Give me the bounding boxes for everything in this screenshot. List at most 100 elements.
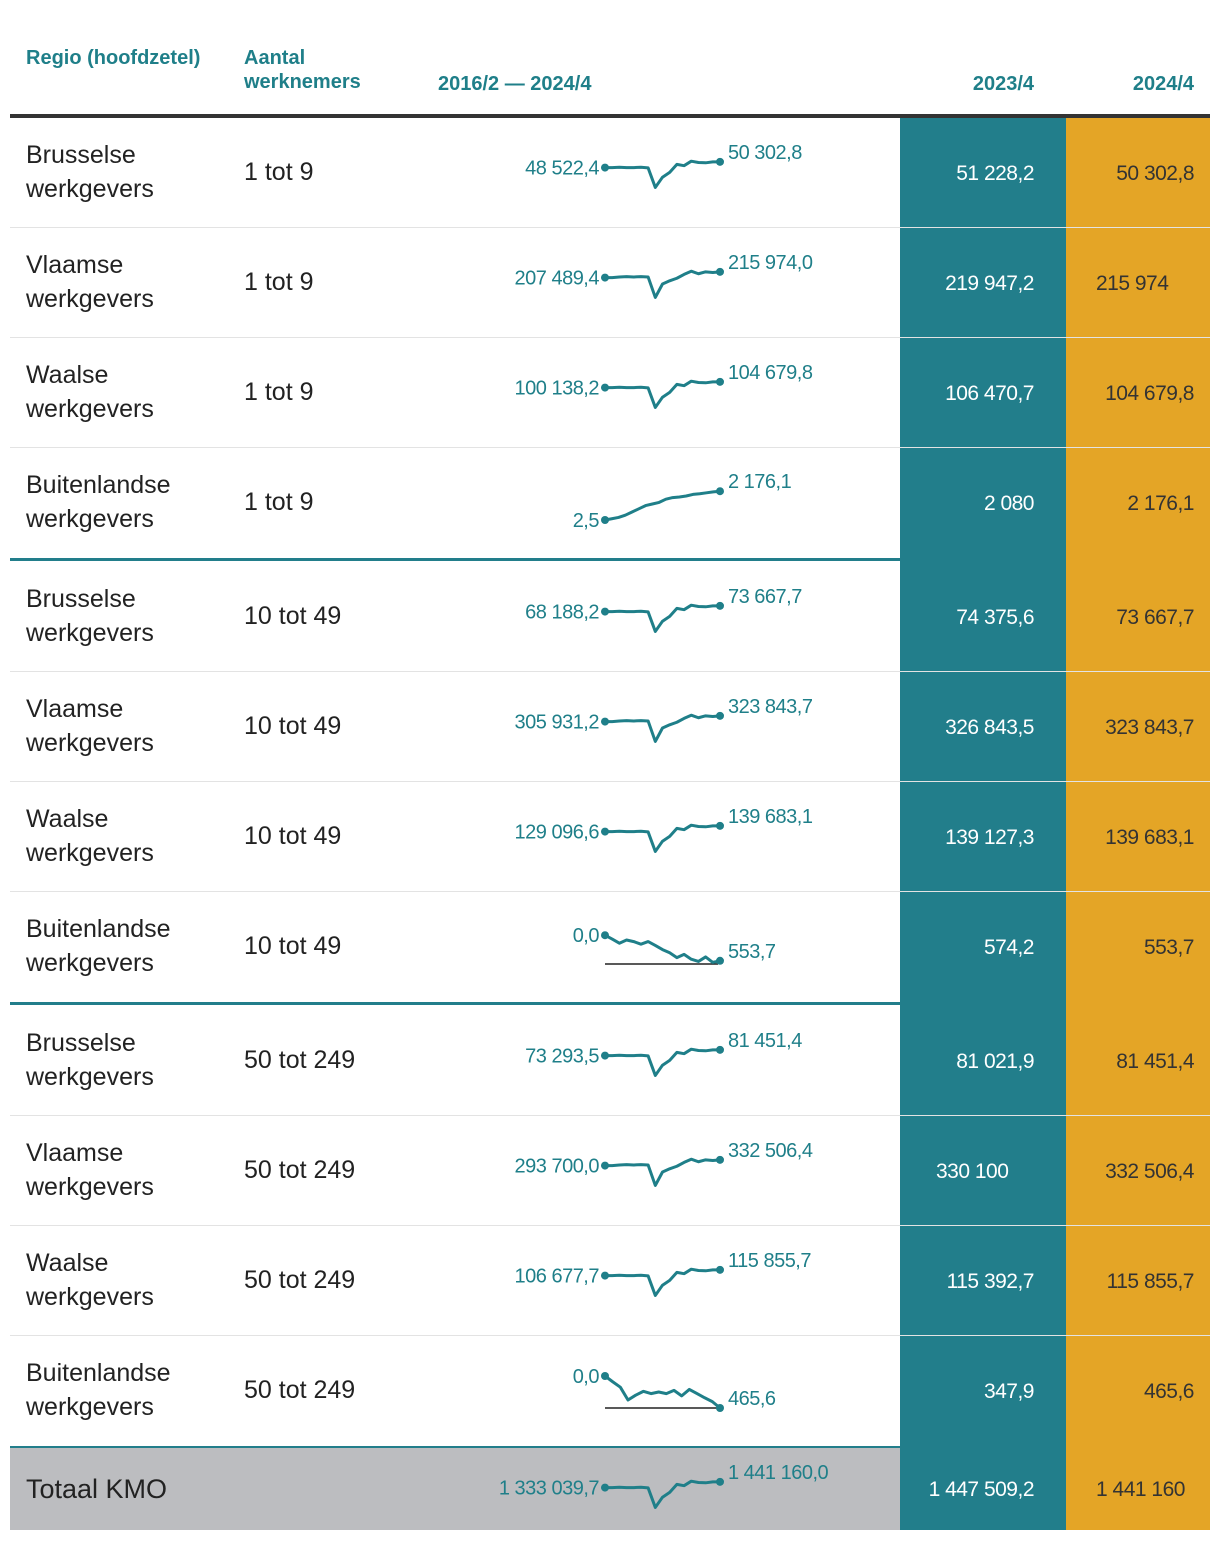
size-cell: 10 tot 49 — [244, 822, 342, 850]
table-row: Vlaamse werkgevers 50 tot 249 293 700,0 332… — [10, 1116, 1210, 1226]
sparkline-end-label: 81 451,4 — [728, 1030, 802, 1052]
sparkline — [604, 489, 721, 522]
sparkline-end-dot — [716, 487, 724, 496]
value-2023: 51 228,2 — [956, 162, 1034, 185]
sparkline-end-dot — [716, 377, 724, 386]
group-divider — [10, 1002, 900, 1005]
row-divider — [10, 671, 1210, 672]
total-row-background — [10, 1448, 900, 1530]
value-2024: 73 667,7 — [1116, 606, 1194, 629]
sparkline-chart: 1 333 039,7 1 441 160,0 — [499, 1462, 829, 1509]
sparkline-end-label: 215 974,0 — [728, 252, 813, 274]
column-2024-band — [1066, 118, 1210, 1530]
size-cell: 10 tot 49 — [244, 602, 342, 630]
table-row: Buitenlandse werkgevers 1 tot 9 2,5 2 176,1… — [10, 448, 1210, 558]
header-2024: 2024/4 — [1132, 73, 1194, 95]
sparkline-end-dot — [716, 1265, 724, 1274]
size-cell: 50 tot 249 — [244, 1266, 356, 1294]
row-divider — [10, 447, 1210, 448]
row-divider — [10, 337, 1210, 338]
sparkline — [605, 1479, 720, 1509]
sparkline-start-label: 0,0 — [573, 925, 600, 947]
sparkline-start-dot — [601, 931, 609, 940]
size-cell: 1 tot 9 — [244, 268, 314, 296]
sparkline-start-dot — [601, 717, 609, 726]
sparkline-end-dot — [716, 821, 724, 830]
value-2023: 81 021,9 — [956, 1050, 1034, 1073]
region-cell: Waalse werkgevers — [26, 361, 154, 423]
row-divider — [10, 1335, 1210, 1336]
size-cell: 50 tot 249 — [244, 1046, 356, 1074]
region-cell: Brusselse werkgevers — [26, 585, 154, 647]
sparkline-start-dot — [601, 1051, 609, 1060]
table-row: Waalse werkgevers 50 tot 249 106 677,7 115 … — [10, 1226, 1210, 1336]
region-cell: Buitenlandse werkgevers — [26, 471, 171, 533]
sparkline — [605, 823, 720, 853]
row-divider — [10, 1115, 1210, 1116]
sparkline-start-label: 48 522,4 — [525, 158, 599, 180]
sparkline-start-dot — [601, 273, 609, 282]
sparkline-end-dot — [716, 1155, 724, 1164]
sparkline-end-label: 139 683,1 — [728, 806, 813, 828]
value-2024: 139 683,1 — [1105, 826, 1194, 849]
value-2024: 104 679,8 — [1105, 382, 1194, 405]
sparkline-chart: 73 293,5 81 451,4 — [525, 1030, 803, 1077]
sparkline-end-dot — [716, 711, 724, 720]
sparkline — [605, 1157, 721, 1187]
sparkline-start-dot — [601, 827, 609, 836]
region-cell: Vlaamse werkgevers — [26, 251, 154, 313]
sparkline-end-label: 73 667,7 — [728, 586, 802, 608]
sparkline — [604, 1374, 721, 1410]
sparkline-chart: 207 489,4 215 974,0 — [515, 252, 813, 299]
size-cell: 1 tot 9 — [244, 488, 314, 516]
size-cell: 10 tot 49 — [244, 712, 342, 740]
sparkline-end-dot — [716, 956, 724, 965]
sparkline — [605, 379, 720, 409]
sparkline — [605, 603, 720, 633]
sparkline-chart: 68 188,2 73 667,7 — [525, 586, 803, 633]
header-size: Aantal werknemers — [244, 47, 361, 93]
size-cell: 1 tot 9 — [244, 158, 314, 186]
sparkline-end-label: 323 843,7 — [728, 696, 813, 718]
value-2023: 106 470,7 — [945, 382, 1034, 405]
table-row: Waalse werkgevers 1 tot 9 100 138,2 104 679… — [10, 338, 1210, 448]
size-cell: 50 tot 249 — [244, 1376, 356, 1404]
value-2024: 323 843,7 — [1105, 716, 1194, 739]
group-divider — [10, 1446, 900, 1449]
region-cell: Buitenlandse werkgevers — [26, 915, 171, 977]
sparkline-chart: 129 096,6 139 683,1 — [515, 806, 813, 853]
total-label: Totaal KMO — [26, 1474, 168, 1504]
sparkline — [604, 933, 721, 964]
sparkline-end-dot — [716, 1477, 724, 1486]
sparkline-start-label: 129 096,6 — [515, 822, 600, 844]
region-cell: Vlaamse werkgevers — [26, 1139, 154, 1201]
value-2023: 115 392,7 — [946, 1270, 1035, 1293]
sparkline-end-dot — [716, 157, 724, 166]
column-2023-band — [900, 118, 1066, 1530]
table-row: Buitenlandse werkgevers 10 tot 49 0,0 553,7… — [10, 892, 1210, 1002]
value-2023: 347,9 — [983, 1380, 1035, 1403]
region-cell: Brusselse werkgevers — [26, 141, 154, 203]
sparkline — [605, 713, 721, 743]
region-cell: Vlaamse werkgevers — [26, 695, 154, 757]
sparkline-chart: 0,0 465,6 — [573, 1366, 776, 1412]
header-2023: 2023/4 — [972, 73, 1034, 95]
sparkline-start-label: 2,5 — [573, 510, 600, 532]
size-cell: 10 tot 49 — [244, 932, 342, 960]
sparkline — [605, 269, 721, 299]
sparkline-end-label: 115 855,7 — [728, 1250, 811, 1272]
sparkline-start-label: 1 333 039,7 — [499, 1478, 600, 1500]
sparkline-start-dot — [601, 163, 609, 172]
sparkline-end-label: 465,6 — [728, 1388, 776, 1410]
sparkline-end-label: 2 176,1 — [728, 471, 792, 493]
sparkline-start-label: 207 489,4 — [515, 268, 600, 290]
sparkline-end-label: 104 679,8 — [728, 362, 813, 384]
value-2023: 326 843,5 — [945, 716, 1034, 739]
value-2024: 332 506,4 — [1105, 1160, 1194, 1183]
value-2023: 2 080 — [983, 492, 1035, 515]
sparkline-start-label: 68 188,2 — [525, 602, 599, 624]
sparkline-chart: 106 677,7 115 855,7 — [515, 1250, 812, 1297]
sparkline-chart: 2,5 2 176,1 — [573, 471, 792, 532]
sparkline-start-dot — [601, 1271, 609, 1280]
